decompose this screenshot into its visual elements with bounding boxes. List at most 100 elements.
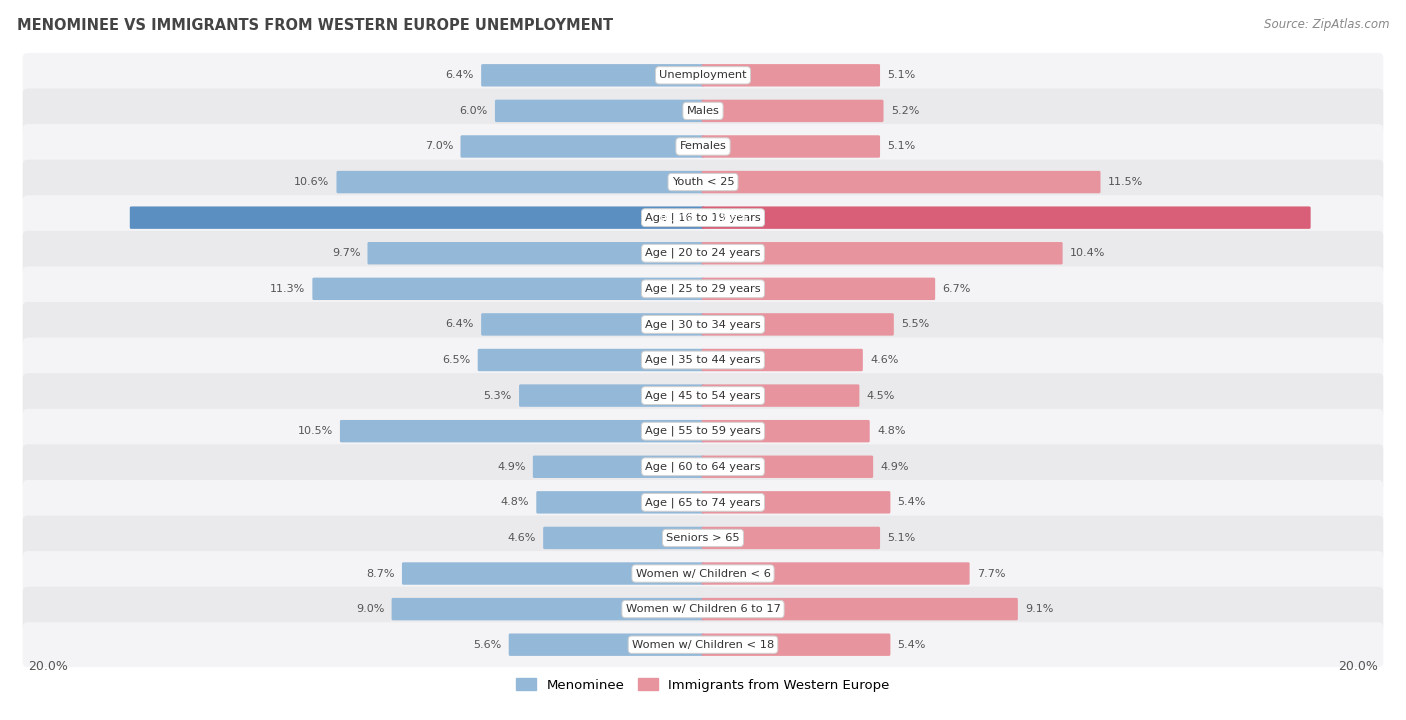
FancyBboxPatch shape [481,64,704,86]
Text: 8.7%: 8.7% [366,569,395,578]
FancyBboxPatch shape [702,135,880,158]
FancyBboxPatch shape [702,491,890,513]
FancyBboxPatch shape [22,302,1384,347]
Text: 9.0%: 9.0% [356,604,384,614]
Text: Youth < 25: Youth < 25 [672,177,734,187]
Text: Age | 55 to 59 years: Age | 55 to 59 years [645,426,761,436]
Text: 6.7%: 6.7% [942,284,970,294]
Text: 5.1%: 5.1% [887,71,915,81]
FancyBboxPatch shape [536,491,704,513]
Text: 5.4%: 5.4% [897,639,927,649]
FancyBboxPatch shape [702,384,859,407]
FancyBboxPatch shape [22,53,1384,98]
FancyBboxPatch shape [22,587,1384,631]
Text: MENOMINEE VS IMMIGRANTS FROM WESTERN EUROPE UNEMPLOYMENT: MENOMINEE VS IMMIGRANTS FROM WESTERN EUR… [17,18,613,33]
Text: 4.5%: 4.5% [866,390,896,400]
FancyBboxPatch shape [22,516,1384,560]
Text: 9.1%: 9.1% [1025,604,1053,614]
FancyBboxPatch shape [312,278,704,300]
Text: Age | 30 to 34 years: Age | 30 to 34 years [645,319,761,330]
FancyBboxPatch shape [22,338,1384,382]
Text: 17.6%: 17.6% [713,212,749,222]
Legend: Menominee, Immigrants from Western Europe: Menominee, Immigrants from Western Europ… [512,673,894,697]
Text: Age | 20 to 24 years: Age | 20 to 24 years [645,248,761,258]
FancyBboxPatch shape [702,207,1310,229]
FancyBboxPatch shape [336,171,704,193]
FancyBboxPatch shape [495,99,704,122]
FancyBboxPatch shape [481,313,704,336]
FancyBboxPatch shape [22,622,1384,667]
FancyBboxPatch shape [340,420,704,442]
FancyBboxPatch shape [22,160,1384,204]
Text: 4.8%: 4.8% [501,498,529,508]
Text: Age | 60 to 64 years: Age | 60 to 64 years [645,462,761,472]
Text: Age | 65 to 74 years: Age | 65 to 74 years [645,497,761,508]
FancyBboxPatch shape [22,124,1384,169]
Text: Unemployment: Unemployment [659,71,747,81]
FancyBboxPatch shape [702,348,863,372]
FancyBboxPatch shape [402,562,704,585]
FancyBboxPatch shape [702,420,870,442]
FancyBboxPatch shape [478,348,704,372]
FancyBboxPatch shape [22,266,1384,311]
Text: 6.4%: 6.4% [446,320,474,330]
Text: 20.0%: 20.0% [1339,660,1378,673]
Text: 5.5%: 5.5% [901,320,929,330]
FancyBboxPatch shape [702,562,970,585]
FancyBboxPatch shape [509,634,704,656]
Text: 10.6%: 10.6% [294,177,329,187]
Text: 11.3%: 11.3% [270,284,305,294]
Text: Males: Males [686,106,720,116]
FancyBboxPatch shape [702,171,1101,193]
Text: 5.1%: 5.1% [887,142,915,151]
Text: 20.0%: 20.0% [28,660,67,673]
Text: 5.2%: 5.2% [891,106,920,116]
Text: 4.8%: 4.8% [877,426,905,436]
Text: Age | 16 to 19 years: Age | 16 to 19 years [645,212,761,223]
FancyBboxPatch shape [22,551,1384,596]
Text: 10.4%: 10.4% [1070,248,1105,258]
FancyBboxPatch shape [702,598,1018,621]
Text: 5.6%: 5.6% [474,639,502,649]
FancyBboxPatch shape [22,409,1384,454]
Text: Age | 35 to 44 years: Age | 35 to 44 years [645,355,761,365]
Text: Females: Females [679,142,727,151]
FancyBboxPatch shape [461,135,704,158]
Text: 16.6%: 16.6% [658,212,693,222]
FancyBboxPatch shape [702,456,873,478]
FancyBboxPatch shape [702,64,880,86]
Text: 4.9%: 4.9% [880,462,908,472]
Text: Source: ZipAtlas.com: Source: ZipAtlas.com [1264,18,1389,31]
Text: 5.3%: 5.3% [484,390,512,400]
FancyBboxPatch shape [533,456,704,478]
Text: 7.0%: 7.0% [425,142,453,151]
Text: 5.1%: 5.1% [887,533,915,543]
Text: 4.9%: 4.9% [498,462,526,472]
FancyBboxPatch shape [702,527,880,549]
Text: 6.0%: 6.0% [460,106,488,116]
FancyBboxPatch shape [702,99,883,122]
Text: 4.6%: 4.6% [508,533,536,543]
FancyBboxPatch shape [392,598,704,621]
Text: 7.7%: 7.7% [977,569,1005,578]
FancyBboxPatch shape [702,278,935,300]
FancyBboxPatch shape [22,231,1384,276]
Text: 4.6%: 4.6% [870,355,898,365]
Text: Women w/ Children < 6: Women w/ Children < 6 [636,569,770,578]
Text: Seniors > 65: Seniors > 65 [666,533,740,543]
FancyBboxPatch shape [702,313,894,336]
FancyBboxPatch shape [22,444,1384,489]
FancyBboxPatch shape [519,384,704,407]
FancyBboxPatch shape [367,242,704,264]
FancyBboxPatch shape [22,373,1384,418]
Text: 10.5%: 10.5% [298,426,333,436]
Text: Age | 45 to 54 years: Age | 45 to 54 years [645,390,761,401]
Text: 5.4%: 5.4% [897,498,927,508]
Text: Women w/ Children < 18: Women w/ Children < 18 [631,639,775,649]
Text: 9.7%: 9.7% [332,248,360,258]
FancyBboxPatch shape [22,480,1384,525]
FancyBboxPatch shape [702,634,890,656]
Text: Age | 25 to 29 years: Age | 25 to 29 years [645,284,761,294]
Text: 6.4%: 6.4% [446,71,474,81]
FancyBboxPatch shape [129,207,704,229]
